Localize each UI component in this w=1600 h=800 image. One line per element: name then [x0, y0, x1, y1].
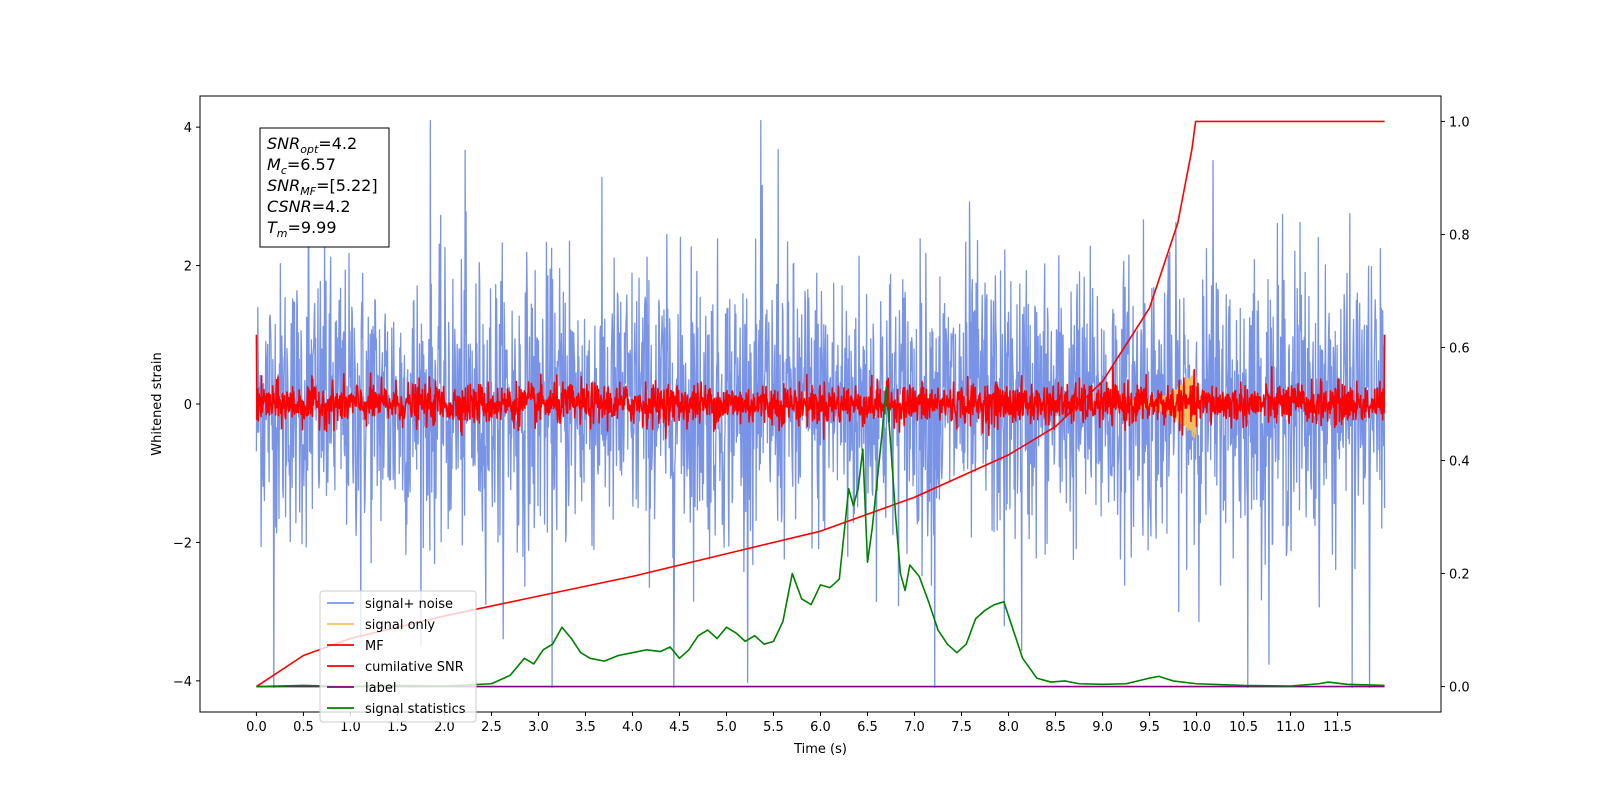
annotation-symbol: SNR [267, 176, 300, 195]
y-tick-label: −4 [173, 675, 192, 690]
y2-tick-label: 0.6 [1449, 341, 1470, 356]
x-axis-title: Time (s) [793, 742, 847, 757]
y-tick-label: 4 [184, 121, 192, 136]
annotation-line: SNRMF=[5.22] [267, 176, 378, 198]
x-tick-label: 4.0 [622, 720, 643, 735]
y2-axis: 0.0 0.2 0.4 0.6 0.8 1.0 [1441, 115, 1470, 696]
legend-label-mf: MF [365, 639, 384, 654]
annotation-value: =4.2 [318, 134, 357, 153]
x-tick-label: 1.5 [387, 720, 408, 735]
x-tick-label: 3.5 [575, 720, 596, 735]
legend-frame [319, 590, 477, 723]
annotation-line: Mc=6.57 [267, 155, 336, 177]
legend-label-signal-noise: signal+ noise [365, 597, 453, 612]
legend-label-signal-only: signal only [365, 618, 435, 633]
x-tick-label: 5.0 [716, 720, 737, 735]
annotation-line: CSNR=4.2 [267, 197, 351, 216]
x-tick-label: 9.5 [1139, 720, 1160, 735]
y2-tick-label: 1.0 [1449, 115, 1470, 130]
x-tick-label: 8.5 [1045, 720, 1066, 735]
annotation-line: Tm=9.99 [267, 218, 337, 240]
y-axis: −4 −2 0 2 4 [173, 121, 200, 690]
y-tick-label: −2 [173, 536, 192, 551]
x-tick-label: 9.0 [1092, 720, 1113, 735]
y2-tick-label: 0.4 [1449, 455, 1470, 470]
x-tick-label: 11.5 [1323, 720, 1352, 735]
annotation-subscript: MF [300, 185, 316, 198]
annotation-subscript: opt [300, 143, 319, 156]
annotation-value: =4.2 [312, 197, 351, 216]
x-tick-label: 7.5 [951, 720, 972, 735]
annotation-frame [259, 127, 390, 248]
x-tick-label: 5.5 [763, 720, 784, 735]
legend-label-cumilative-snr: cumilative SNR [365, 660, 464, 675]
y2-tick-label: 0.0 [1449, 681, 1470, 696]
x-tick-label: 0.0 [246, 720, 267, 735]
x-tick-label: 2.0 [434, 720, 455, 735]
x-tick-label: 0.5 [293, 720, 314, 735]
y-tick-label: 0 [184, 398, 192, 413]
legend-label-label: label [365, 681, 396, 696]
annotation-symbol: CSNR [267, 197, 312, 216]
x-tick-label: 6.5 [857, 720, 878, 735]
x-tick-label: 10.0 [1182, 720, 1211, 735]
legend: signal+ noise signal only MF cumilative SNR… [319, 590, 477, 723]
x-tick-label: 10.5 [1229, 720, 1258, 735]
series-signal-noise-line [255, 119, 1386, 689]
x-tick-label: 7.0 [904, 720, 925, 735]
annotation-symbol: T [267, 218, 278, 237]
y2-tick-label: 0.2 [1449, 568, 1470, 583]
y2-tick-label: 0.8 [1449, 228, 1470, 243]
y-axis-title: Whitened strain [150, 352, 165, 455]
annotation-subscript: m [277, 227, 288, 240]
x-tick-label: 3.0 [528, 720, 549, 735]
x-tick-label: 8.0 [998, 720, 1019, 735]
y-tick-label: 2 [184, 260, 192, 275]
annotation-value: =9.99 [288, 218, 337, 237]
series-signal-statistics-line [256, 386, 1385, 688]
x-tick-label: 11.0 [1276, 720, 1305, 735]
annotation-value: =6.57 [287, 155, 336, 174]
x-tick-label: 6.0 [810, 720, 831, 735]
annotation-symbol: SNR [267, 134, 300, 153]
stats-annotation-box: SNRopt=4.2Mc=6.57SNRMF=[5.22]CSNR=4.2Tm=… [259, 127, 390, 248]
annotation-subscript: c [281, 164, 287, 177]
annotation-symbol: M [267, 155, 281, 174]
x-tick-label: 2.5 [481, 720, 502, 735]
legend-label-signal-statistics: signal statistics [365, 702, 466, 717]
x-tick-label: 1.0 [340, 720, 361, 735]
x-axis: 0.0 0.5 1.0 1.5 2.0 2.5 3.0 3.5 4.0 4.5 5.0 5.5 6.0 6… [246, 712, 1352, 735]
series-mf-line [255, 334, 1386, 440]
x-tick-label: 4.5 [669, 720, 690, 735]
annotation-line: SNRopt=4.2 [267, 134, 357, 156]
annotation-value: =[5.22] [316, 176, 378, 195]
